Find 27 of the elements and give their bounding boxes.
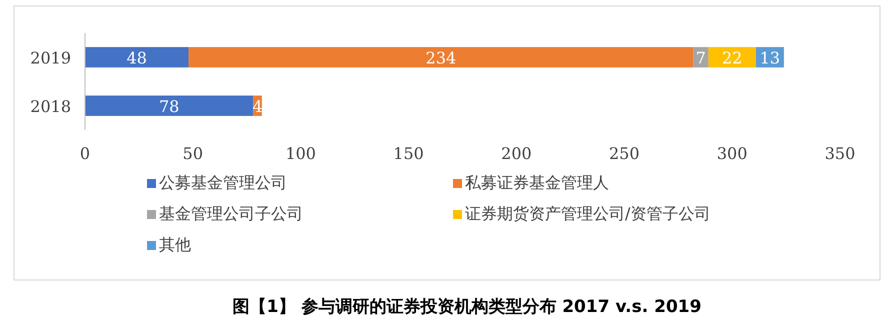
bar (188, 47, 694, 68)
bar (708, 47, 756, 68)
y-tick-label: 2019 (30, 48, 71, 68)
data-label: 48 (126, 48, 147, 68)
x-tick-label: 200 (501, 144, 532, 163)
x-tick-label: 150 (393, 144, 424, 163)
data-label: 22 (722, 48, 742, 68)
bar (85, 47, 189, 68)
data-label: 78 (158, 96, 180, 116)
x-tick-label: 50 (182, 144, 204, 163)
legend-label: 基金管理公司子公司 (159, 204, 303, 223)
legend-label: 证券期货资产管理公司/资管子公司 (465, 204, 710, 223)
data-label: 13 (760, 48, 780, 68)
x-tick-label: 300 (716, 144, 748, 163)
bar (85, 96, 254, 116)
legend-label: 公募基金管理公司 (159, 173, 287, 192)
y-tick-label: 2018 (30, 96, 71, 116)
data-label: 4 (252, 96, 263, 116)
x-tick-label: 100 (285, 144, 316, 163)
x-tick-label: 0 (80, 144, 90, 163)
x-tick-label: 250 (609, 144, 640, 163)
legend-label: 私募证券基金管理人 (465, 173, 609, 192)
data-label: 234 (426, 48, 456, 68)
legend-label: 其他 (159, 235, 191, 254)
text: 图【1】 参与调研的证券投资机构类型分布 2017 v.s. 2019 (232, 297, 702, 317)
data-label: 7 (696, 48, 706, 68)
x-tick-label: 350 (824, 144, 856, 163)
